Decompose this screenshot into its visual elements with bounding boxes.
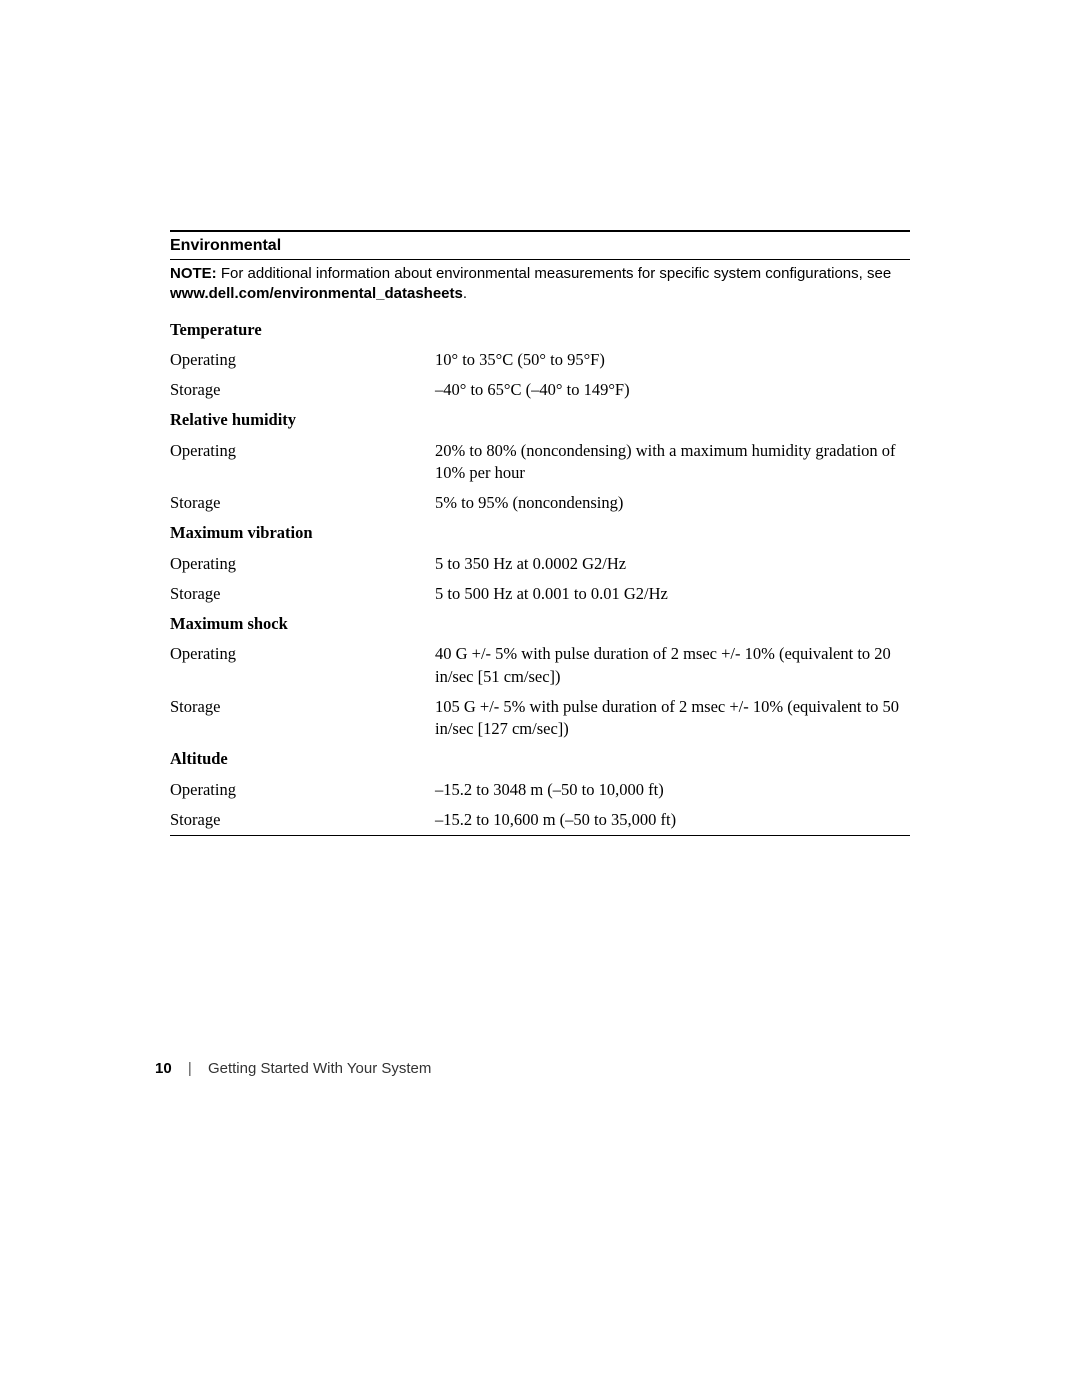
spec-row: Storage–40° to 65°C (–40° to 149°F) [170,375,910,405]
page-footer: 10 | Getting Started With Your System [155,1060,431,1077]
spec-group-heading-row: Maximum vibration [170,518,910,548]
spec-table: TemperatureOperating10° to 35°C (50° to … [170,315,910,837]
spec-row-label: Storage [170,805,435,836]
spec-group-heading: Altitude [170,744,910,774]
spec-group-heading: Maximum shock [170,609,910,639]
spec-row-value: 5% to 95% (noncondensing) [435,488,910,518]
page-content: Environmental NOTE: For additional infor… [170,230,910,836]
spec-row: Operating40 G +/- 5% with pulse duration… [170,639,910,692]
spec-row-label: Storage [170,579,435,609]
spec-row: Operating20% to 80% (noncondensing) with… [170,436,910,489]
spec-row-value: 40 G +/- 5% with pulse duration of 2 mse… [435,639,910,692]
spec-row: Storage105 G +/- 5% with pulse duration … [170,692,910,745]
spec-group-heading: Relative humidity [170,405,910,435]
spec-row-label: Storage [170,488,435,518]
spec-row-value: –40° to 65°C (–40° to 149°F) [435,375,910,405]
spec-row-label: Operating [170,436,435,489]
spec-row: Operating–15.2 to 3048 m (–50 to 10,000 … [170,775,910,805]
spec-row: Operating5 to 350 Hz at 0.0002 G2/Hz [170,549,910,579]
spec-tbody: TemperatureOperating10° to 35°C (50° to … [170,315,910,836]
spec-row-label: Operating [170,775,435,805]
spec-group-heading-row: Relative humidity [170,405,910,435]
spec-row: Storage5% to 95% (noncondensing) [170,488,910,518]
spec-row-value: –15.2 to 3048 m (–50 to 10,000 ft) [435,775,910,805]
spec-group-heading: Temperature [170,315,910,345]
spec-row-label: Operating [170,345,435,375]
spec-group-heading-row: Temperature [170,315,910,345]
spec-row-value: 20% to 80% (noncondensing) with a maximu… [435,436,910,489]
spec-row-label: Operating [170,549,435,579]
spec-row-value: 105 G +/- 5% with pulse duration of 2 ms… [435,692,910,745]
note-trailing: . [463,285,467,302]
spec-group-heading: Maximum vibration [170,518,910,548]
spec-group-heading-row: Maximum shock [170,609,910,639]
chapter-title: Getting Started With Your System [208,1060,431,1077]
spec-row: Storage–15.2 to 10,600 m (–50 to 35,000 … [170,805,910,836]
spec-row-value: 10° to 35°C (50° to 95°F) [435,345,910,375]
note-text: For additional information about environ… [217,265,892,282]
note-link[interactable]: www.dell.com/environmental_datasheets [170,285,463,302]
section-title: Environmental [170,232,910,259]
spec-row: Storage5 to 500 Hz at 0.001 to 0.01 G2/H… [170,579,910,609]
spec-row-label: Operating [170,639,435,692]
spec-row-label: Storage [170,692,435,745]
spec-row-value: –15.2 to 10,600 m (–50 to 35,000 ft) [435,805,910,836]
spec-row-label: Storage [170,375,435,405]
spec-row-value: 5 to 500 Hz at 0.001 to 0.01 G2/Hz [435,579,910,609]
spec-group-heading-row: Altitude [170,744,910,774]
note-block: NOTE: For additional information about e… [170,260,910,315]
footer-separator: | [188,1060,192,1077]
spec-row-value: 5 to 350 Hz at 0.0002 G2/Hz [435,549,910,579]
note-label: NOTE: [170,265,217,282]
spec-row: Operating10° to 35°C (50° to 95°F) [170,345,910,375]
page-number: 10 [155,1060,172,1077]
